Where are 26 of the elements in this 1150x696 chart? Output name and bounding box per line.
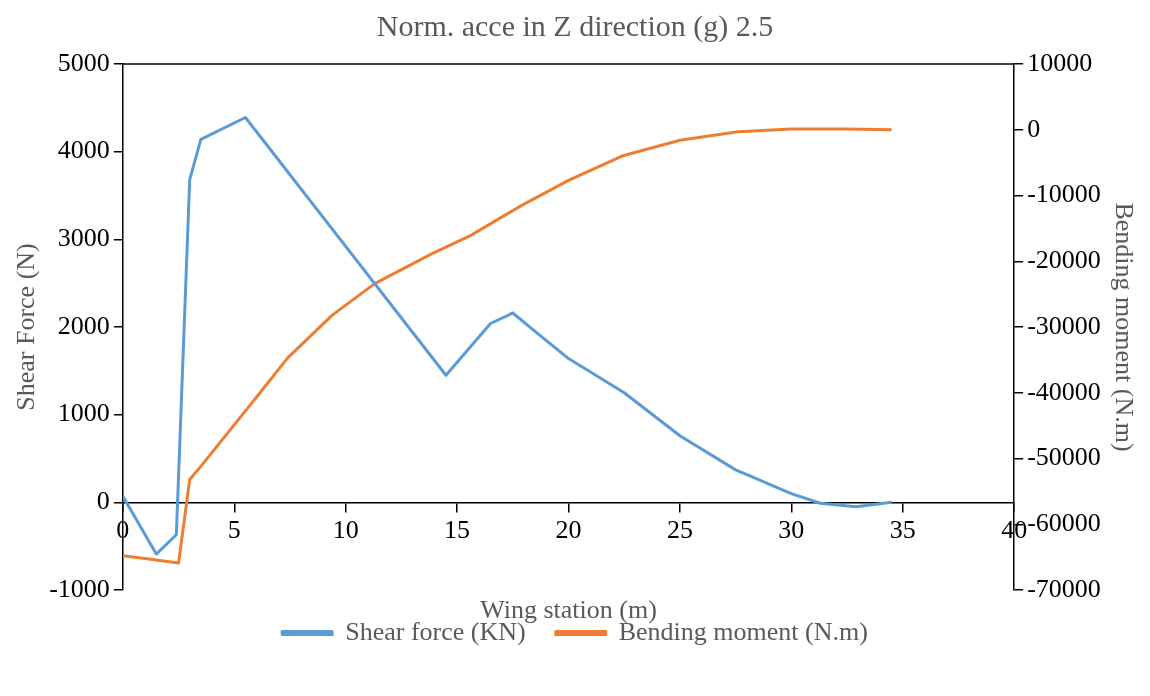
x-tick-label: 25 <box>666 514 693 544</box>
y2-tick-label: -50000 <box>1027 442 1101 472</box>
y2-tick-label: -30000 <box>1027 310 1101 340</box>
x-tick-label: 35 <box>889 514 916 544</box>
y-tick-label: 3000 <box>57 223 110 253</box>
y-tick-label: 0 <box>96 486 110 516</box>
x-tick-label: 15 <box>444 514 471 544</box>
y2-tick-label: -40000 <box>1027 376 1101 406</box>
x-tick-label: 20 <box>555 514 582 544</box>
y2-tick-label: 0 <box>1027 113 1041 143</box>
chart-title: Norm. acce in Z direction (g) 2.5 <box>376 8 774 43</box>
y-tick-label: 5000 <box>57 47 110 77</box>
x-tick-label: 30 <box>778 514 805 544</box>
y2-tick-label: 10000 <box>1027 47 1093 77</box>
y2-axis-title: Bending moment (N.m) <box>1109 202 1139 452</box>
y2-tick-label: -60000 <box>1027 508 1101 538</box>
y-axis-title: Shear Force (N) <box>11 243 41 411</box>
y-tick-label: 2000 <box>57 310 110 340</box>
y2-tick-label: -20000 <box>1027 245 1101 275</box>
y-tick-label: 1000 <box>57 398 110 428</box>
x-tick-label: 5 <box>227 514 241 544</box>
x-tick-label: 10 <box>332 514 359 544</box>
y-tick-label: -1000 <box>49 573 110 603</box>
y-tick-label: 4000 <box>57 135 110 165</box>
y2-tick-label: -10000 <box>1027 179 1101 209</box>
y2-tick-label: -70000 <box>1027 573 1101 603</box>
